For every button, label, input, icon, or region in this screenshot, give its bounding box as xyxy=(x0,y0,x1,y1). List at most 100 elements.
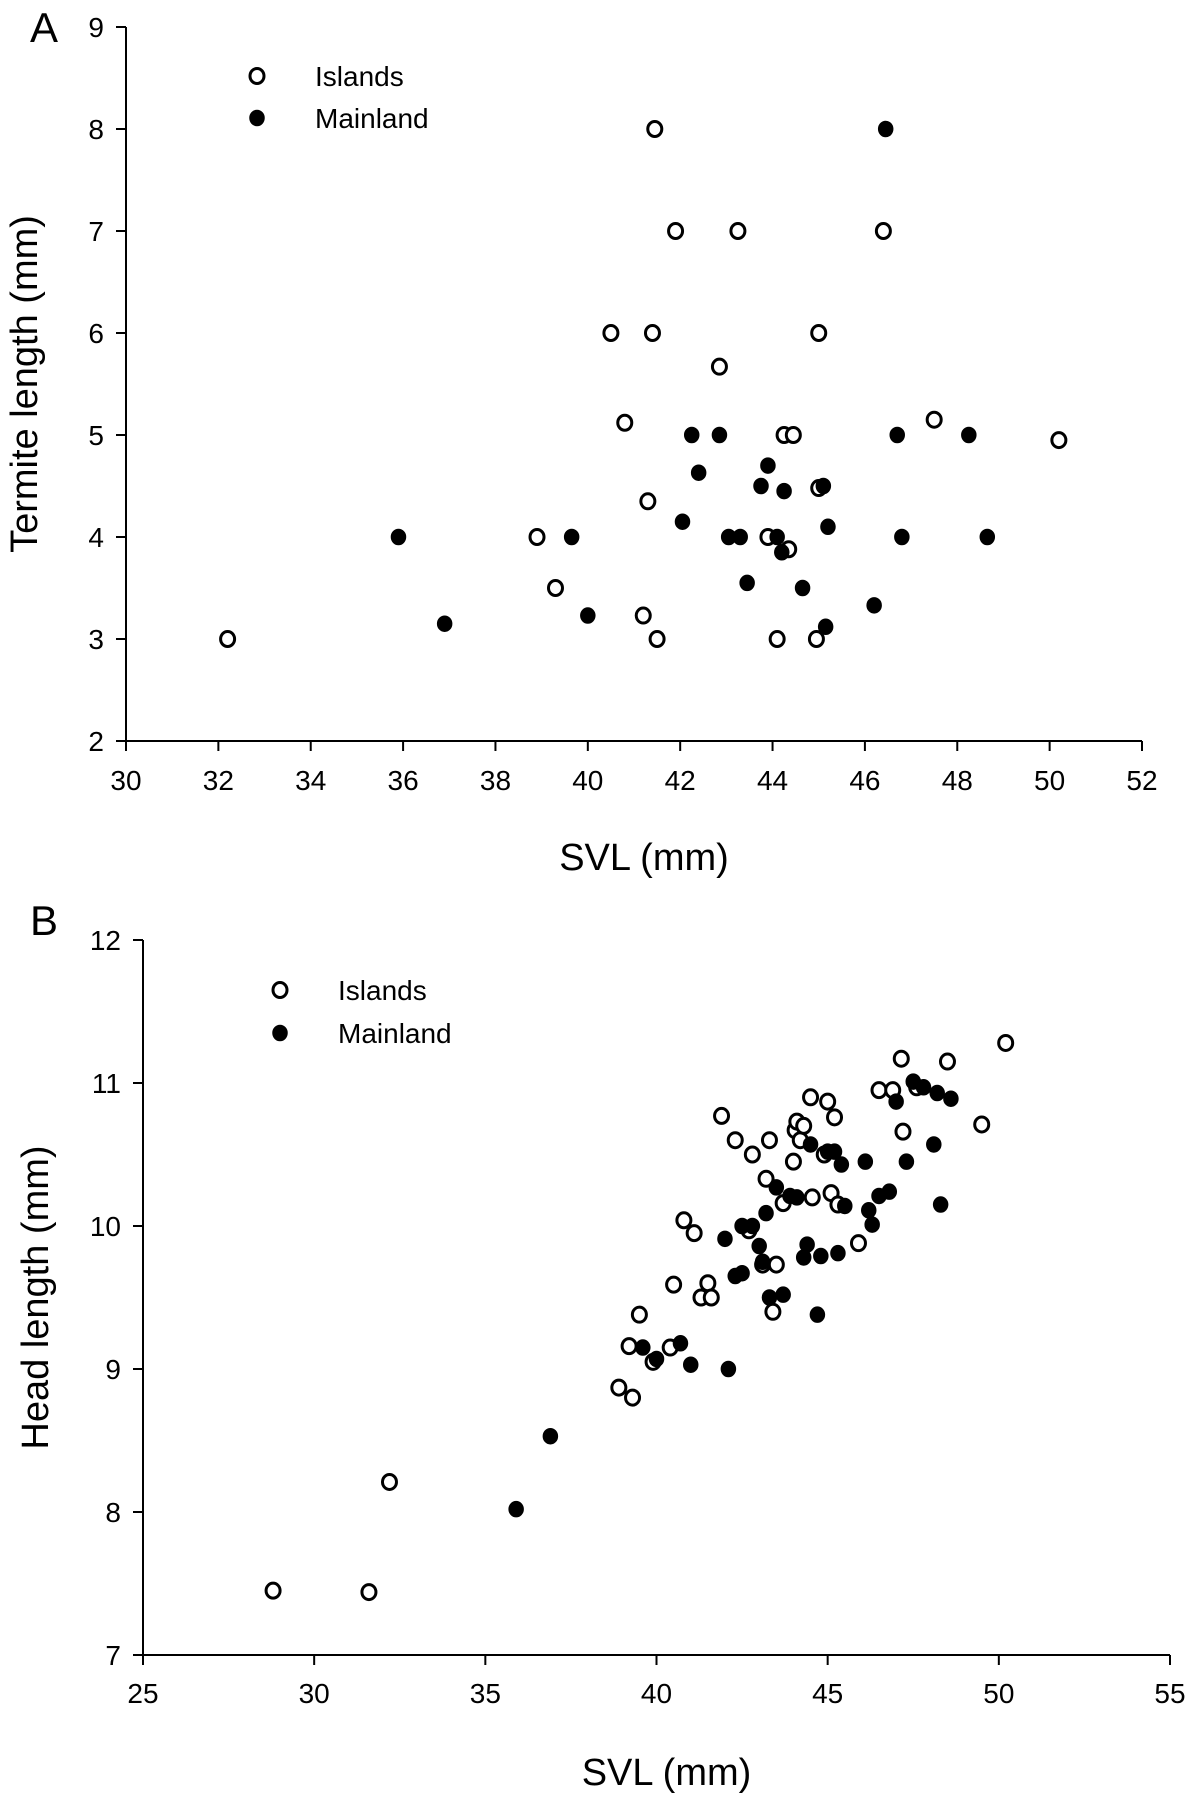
x-tick-label: 35 xyxy=(470,1678,501,1709)
mainland-point xyxy=(794,579,811,597)
island-point xyxy=(997,1033,1015,1052)
mainland-point xyxy=(769,528,785,546)
island-point xyxy=(894,1122,912,1141)
x-tick-label: 34 xyxy=(295,765,326,796)
mainland-point xyxy=(563,528,580,546)
mainland-point xyxy=(776,482,792,500)
legend-islands-label: Islands xyxy=(315,61,404,92)
island-point xyxy=(546,579,564,597)
mainland-point xyxy=(720,1360,737,1378)
mainland-point xyxy=(754,1253,771,1270)
mainland-point xyxy=(774,544,790,561)
x-tick-label: 30 xyxy=(110,765,141,796)
legend-mainland-marker xyxy=(249,109,265,127)
mainland-point xyxy=(820,518,836,536)
y-tick-label: 10 xyxy=(90,1211,121,1242)
legend-islands-marker xyxy=(248,67,266,85)
island-point xyxy=(757,1169,775,1188)
x-tick-label: 55 xyxy=(1154,1678,1185,1709)
y-tick-label: 7 xyxy=(105,1640,121,1671)
panel-label: B xyxy=(30,897,58,944)
x-tick-label: 50 xyxy=(983,1678,1014,1709)
mainland-point xyxy=(929,1084,945,1102)
island-point xyxy=(616,413,634,432)
island-point xyxy=(768,630,786,648)
x-tick-label: 42 xyxy=(665,765,696,796)
x-tick-label: 40 xyxy=(572,765,603,796)
panel-label: A xyxy=(30,4,58,51)
island-point xyxy=(667,222,685,240)
island-point xyxy=(610,1378,628,1397)
island-point xyxy=(849,1234,867,1253)
mainland-point xyxy=(690,464,707,481)
x-tick-label: 38 xyxy=(480,765,511,796)
y-tick-label: 8 xyxy=(105,1497,121,1528)
mainland-point xyxy=(390,528,407,546)
legend-islands-marker xyxy=(271,981,289,999)
island-point xyxy=(938,1052,956,1071)
island-point xyxy=(380,1472,398,1491)
mainland-point xyxy=(932,1196,949,1213)
mainland-point xyxy=(915,1079,932,1096)
x-tick-label: 52 xyxy=(1126,765,1157,796)
mainland-point xyxy=(732,528,748,546)
mainland-point xyxy=(753,477,769,495)
mainland-point xyxy=(926,1136,942,1153)
mainland-point xyxy=(635,1339,651,1356)
mainland-point xyxy=(758,1204,774,1222)
island-point xyxy=(219,630,237,648)
island-point xyxy=(528,528,546,546)
y-tick-label: 11 xyxy=(92,1068,121,1099)
mainland-point xyxy=(761,1289,778,1306)
island-point xyxy=(685,1224,703,1243)
island-point xyxy=(874,222,892,240)
mainland-point xyxy=(860,1202,877,1219)
mainland-point xyxy=(508,1500,524,1518)
island-point xyxy=(726,1131,744,1150)
chart-panel-b: B 25 30 35 40 45 50 55 7 8 9 10 11 12 SVL (mm) Head len… xyxy=(15,897,1186,1794)
island-point xyxy=(624,1388,642,1407)
mainland-point xyxy=(672,1335,689,1352)
mainland-point xyxy=(857,1153,874,1170)
mainland-point xyxy=(436,615,453,632)
island-point xyxy=(620,1337,638,1356)
mainland-point xyxy=(682,1356,699,1373)
legend-islands-label: Islands xyxy=(338,975,427,1006)
island-point xyxy=(743,1145,761,1164)
island-point xyxy=(643,324,661,342)
island-point xyxy=(784,426,802,444)
mainland-point xyxy=(648,1350,665,1368)
mainland-point xyxy=(864,1216,880,1233)
island-point xyxy=(892,1049,910,1068)
mainland-point xyxy=(674,513,691,530)
x-tick-label: 25 xyxy=(127,1678,158,1709)
x-tick-label: 40 xyxy=(641,1678,672,1709)
x-tick-label: 45 xyxy=(812,1678,843,1709)
island-point xyxy=(702,1288,720,1307)
mainland-point xyxy=(775,1286,791,1303)
y-tick-label: 7 xyxy=(88,216,104,247)
island-point xyxy=(713,1106,731,1125)
x-tick-label: 30 xyxy=(299,1678,330,1709)
mainland-point xyxy=(813,1247,829,1265)
island-point xyxy=(870,1081,888,1100)
mainland-point xyxy=(898,1153,915,1170)
x-axis-label: SVL (mm) xyxy=(559,837,729,879)
mainland-point xyxy=(877,120,894,138)
island-point xyxy=(729,222,747,240)
mainland-point xyxy=(711,426,728,444)
island-point xyxy=(819,1092,837,1111)
y-tick-label: 4 xyxy=(88,522,104,553)
mainland-point xyxy=(826,1143,843,1160)
island-point xyxy=(795,1116,813,1135)
y-tick-label: 5 xyxy=(88,420,104,451)
mainland-point xyxy=(683,426,700,444)
legend-mainland-marker xyxy=(272,1024,288,1042)
y-tick-label: 3 xyxy=(88,624,104,655)
y-axis-label: Head length (mm) xyxy=(15,1145,57,1449)
mainland-point xyxy=(889,426,905,444)
y-tick-label: 6 xyxy=(88,318,104,349)
mainland-point xyxy=(744,1217,761,1235)
